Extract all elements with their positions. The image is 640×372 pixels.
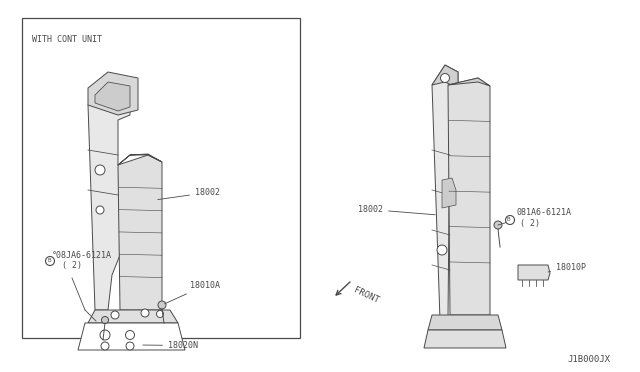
Polygon shape [88, 88, 130, 310]
Circle shape [96, 206, 104, 214]
Circle shape [141, 309, 149, 317]
Text: FRONT: FRONT [352, 285, 380, 305]
Text: 081A6-6121A: 081A6-6121A [517, 208, 572, 217]
Text: ( 2): ( 2) [62, 261, 82, 270]
Circle shape [45, 257, 54, 266]
Text: ( 2): ( 2) [520, 219, 540, 228]
Polygon shape [88, 72, 138, 115]
Circle shape [111, 311, 119, 319]
Circle shape [506, 215, 515, 224]
Circle shape [100, 330, 110, 340]
Text: B: B [507, 217, 511, 222]
Bar [22, 18, 300, 338]
Text: B: B [47, 258, 51, 263]
Circle shape [125, 330, 134, 340]
Text: 18010P: 18010P [548, 263, 586, 272]
Text: °08JA6-6121A: °08JA6-6121A [52, 251, 112, 260]
Polygon shape [78, 323, 185, 350]
Circle shape [440, 74, 449, 83]
Polygon shape [428, 315, 502, 330]
Text: 18010A: 18010A [164, 281, 220, 304]
Circle shape [494, 221, 502, 229]
Text: 18002: 18002 [358, 205, 435, 215]
Circle shape [437, 245, 447, 255]
Polygon shape [442, 178, 456, 208]
Polygon shape [118, 154, 162, 165]
Polygon shape [448, 78, 490, 315]
Polygon shape [432, 65, 458, 320]
Polygon shape [424, 330, 506, 348]
Circle shape [102, 317, 109, 324]
Text: WITH CONT UNIT: WITH CONT UNIT [32, 35, 102, 44]
Text: 18020N: 18020N [143, 341, 198, 350]
Polygon shape [432, 65, 458, 88]
Circle shape [95, 165, 105, 175]
Polygon shape [518, 265, 550, 280]
Circle shape [158, 301, 166, 309]
Polygon shape [448, 78, 490, 86]
Polygon shape [95, 82, 130, 111]
Circle shape [157, 311, 163, 317]
Circle shape [101, 342, 109, 350]
Text: 18002: 18002 [157, 188, 220, 200]
Circle shape [126, 342, 134, 350]
Polygon shape [118, 155, 162, 310]
Polygon shape [88, 310, 178, 323]
Text: J1B000JX: J1B000JX [567, 355, 610, 364]
